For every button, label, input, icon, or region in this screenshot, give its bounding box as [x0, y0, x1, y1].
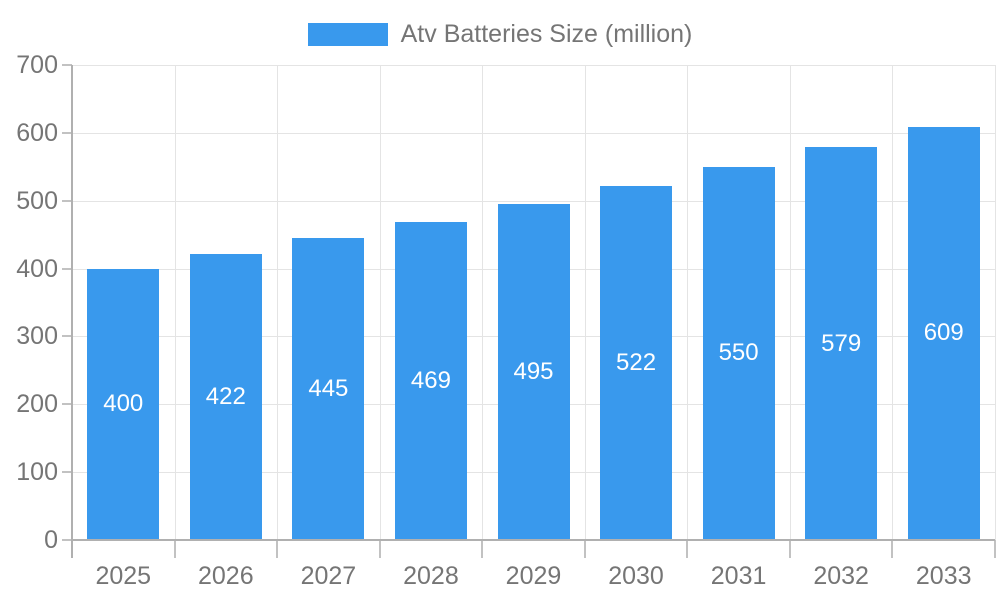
bar-value-label: 400 — [103, 390, 144, 418]
bar-value-label: 609 — [923, 319, 964, 347]
x-axis-line — [72, 539, 995, 541]
x-gridline — [892, 65, 894, 540]
x-axis-tick — [276, 540, 279, 558]
x-gridline — [584, 65, 586, 540]
legend-item[interactable]: Atv Batteries Size (million) — [307, 20, 693, 49]
y-axis-tick-label: 400 — [16, 254, 58, 283]
y-axis-tick — [62, 471, 72, 474]
y-axis-tick — [62, 403, 72, 406]
x-axis-tick-label: 2026 — [198, 562, 254, 590]
x-axis-tick-label: 2028 — [403, 562, 459, 590]
bar-2025[interactable]: 400 — [87, 268, 160, 540]
bar-value-label: 422 — [205, 382, 246, 410]
x-axis-tick-label: 2025 — [95, 562, 152, 590]
y-axis-tick — [62, 131, 72, 134]
x-axis-tick — [583, 540, 586, 558]
y-gridline — [72, 65, 995, 66]
bar-2028[interactable]: 469 — [394, 221, 467, 540]
bar-value-label: 579 — [821, 329, 862, 357]
x-gridline — [174, 65, 176, 540]
y-axis-tick-label: 700 — [16, 51, 58, 79]
x-axis-tick-label: 2030 — [608, 562, 664, 590]
x-axis-tick — [686, 540, 689, 558]
x-gridline — [379, 65, 381, 540]
bar-2031[interactable]: 550 — [702, 166, 775, 540]
bar-2030[interactable]: 522 — [600, 185, 673, 540]
x-axis-tick-label: 2027 — [300, 562, 357, 590]
x-gridline — [482, 65, 484, 540]
y-axis-line — [71, 65, 73, 558]
x-gridline — [995, 65, 996, 540]
y-axis-tick-label: 500 — [16, 186, 58, 215]
y-axis-tick — [62, 267, 72, 270]
legend-label: Atv Batteries Size (million) — [400, 20, 693, 48]
bar-value-label: 522 — [616, 348, 657, 376]
y-gridline — [72, 132, 995, 134]
x-axis-tick-label: 2031 — [710, 562, 767, 590]
bar-value-label: 550 — [718, 339, 759, 367]
bar-2032[interactable]: 579 — [805, 147, 878, 540]
bar-2026[interactable]: 422 — [189, 253, 262, 540]
x-axis-tick-label: 2029 — [505, 562, 562, 590]
y-axis-tick — [62, 539, 72, 541]
bar-2027[interactable]: 445 — [292, 238, 365, 540]
bar-value-label: 445 — [308, 375, 349, 402]
y-axis-tick-label: 300 — [16, 322, 58, 351]
x-axis-tick-label: 2033 — [915, 562, 972, 590]
bar-2029[interactable]: 495 — [497, 204, 570, 540]
y-axis-tick-label: 100 — [16, 458, 58, 487]
legend: Atv Batteries Size (million) — [0, 20, 1000, 49]
x-axis-tick — [994, 540, 996, 558]
y-axis-tick — [62, 64, 72, 66]
x-axis-tick — [481, 540, 484, 558]
y-axis-tick — [62, 335, 72, 338]
x-axis-tick — [788, 540, 791, 558]
x-gridline — [789, 65, 791, 540]
y-axis-tick-label: 0 — [44, 526, 58, 554]
bar-value-label: 469 — [410, 366, 451, 394]
y-axis-tick — [62, 199, 72, 202]
y-gridline — [72, 200, 995, 202]
x-axis-tick-label: 2032 — [813, 562, 869, 590]
x-axis-tick — [173, 540, 176, 558]
x-axis-tick — [378, 540, 381, 558]
legend-swatch — [307, 23, 388, 46]
x-gridline — [277, 65, 279, 540]
y-axis-tick-label: 200 — [16, 390, 58, 419]
x-axis-tick — [891, 540, 894, 558]
y-axis-tick-label: 600 — [16, 118, 58, 147]
x-gridline — [687, 65, 689, 540]
bar-value-label: 495 — [513, 358, 554, 386]
bar-2033[interactable]: 609 — [907, 126, 980, 540]
